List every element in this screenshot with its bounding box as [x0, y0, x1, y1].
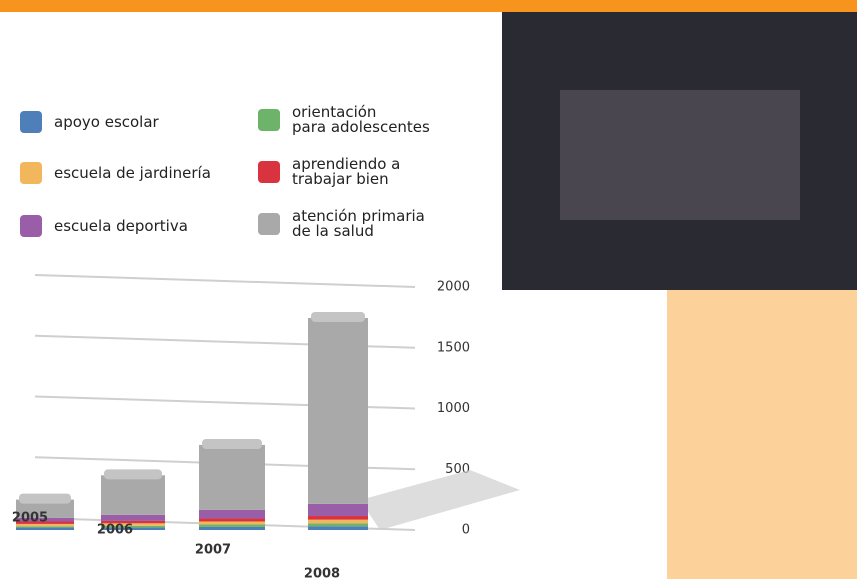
bar-segment	[199, 521, 265, 524]
legend-label: escuela de jardinería	[54, 166, 211, 181]
bar-segment	[308, 523, 368, 526]
y-tick-label: 2000	[437, 280, 470, 295]
bar-segment	[308, 318, 368, 504]
bar-segment	[308, 520, 368, 524]
bar-segment	[199, 525, 265, 527]
bar-segment	[199, 510, 265, 519]
x-tick-label: 2006	[97, 523, 133, 538]
bar-segment	[101, 515, 165, 521]
x-tick-label: 2007	[195, 543, 231, 558]
y-tick-label: 0	[462, 523, 470, 538]
bar-shadow	[360, 470, 520, 530]
legend-swatch	[20, 215, 42, 237]
chart: 05001000150020002005200620072008	[0, 0, 857, 579]
bar-segment	[308, 516, 368, 520]
y-tick-label: 1500	[437, 340, 470, 355]
bar-segment	[101, 475, 165, 514]
bar-segment	[16, 526, 74, 527]
legend-label: orientación para adolescentes	[292, 105, 430, 135]
legend-swatch	[258, 161, 280, 183]
legend-label: atención primaria de la salud	[292, 209, 425, 239]
bar-segment	[16, 528, 74, 530]
bar-top	[104, 469, 162, 479]
legend-swatch	[258, 109, 280, 131]
legend-swatch	[20, 162, 42, 184]
grid-line	[35, 275, 415, 287]
bar-segment	[308, 526, 368, 530]
photo-detail	[560, 90, 800, 220]
bar-top	[311, 312, 365, 322]
bar-top	[19, 494, 71, 504]
y-tick-label: 1000	[437, 401, 470, 416]
x-tick-label: 2008	[304, 567, 340, 579]
side-panel	[667, 290, 857, 579]
page: 05001000150020002005200620072008 apoyo e…	[0, 0, 857, 579]
bar-segment	[199, 527, 265, 530]
bar-segment	[199, 518, 265, 521]
bar-top	[202, 439, 262, 449]
legend-label: aprendiendo a trabajar bien	[292, 157, 400, 187]
top-band	[0, 0, 857, 12]
legend-swatch	[20, 111, 42, 133]
legend-label: apoyo escolar	[54, 115, 159, 130]
bar-segment	[199, 445, 265, 510]
legend-swatch	[258, 213, 280, 235]
legend-label: escuela deportiva	[54, 219, 188, 234]
x-tick-label: 2005	[12, 511, 48, 526]
bar-segment	[308, 504, 368, 516]
